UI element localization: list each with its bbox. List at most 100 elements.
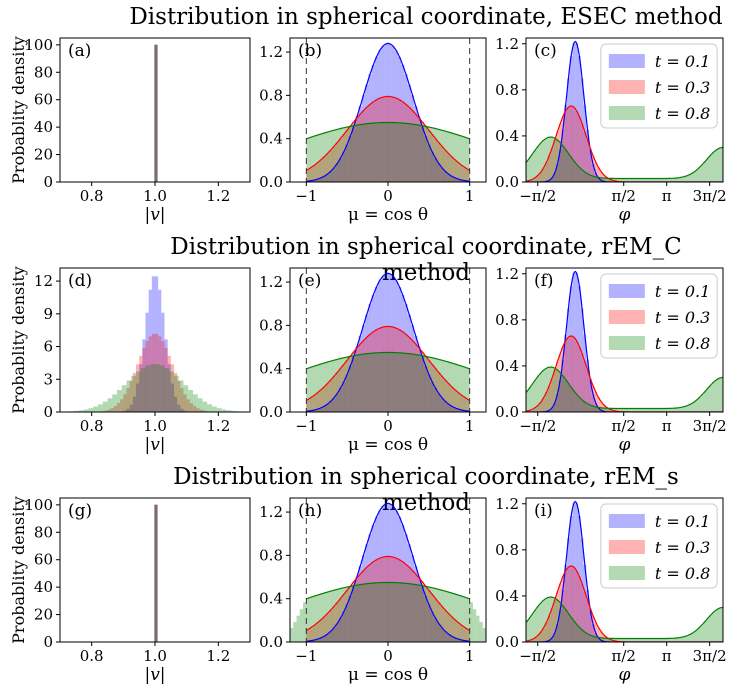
bar <box>151 333 155 412</box>
bar <box>463 640 467 642</box>
bar <box>547 137 551 182</box>
bar <box>306 368 310 412</box>
bar <box>414 124 418 182</box>
bar <box>558 142 562 182</box>
y-tick-label: 3 <box>43 370 53 388</box>
bar <box>588 378 592 412</box>
bar <box>388 43 392 182</box>
bar <box>575 43 578 182</box>
bar <box>150 364 155 412</box>
bar <box>358 336 362 412</box>
bar <box>629 178 633 182</box>
bar <box>368 583 372 642</box>
bar <box>575 340 578 412</box>
bar <box>161 341 165 412</box>
bar <box>145 312 149 412</box>
series-bars-3 <box>154 44 158 182</box>
bar <box>569 617 573 642</box>
bar <box>170 383 174 412</box>
bar <box>463 397 467 412</box>
y-tick-label: 1.2 <box>495 495 519 513</box>
bar <box>325 403 330 412</box>
bar <box>572 160 576 182</box>
bar <box>325 173 330 182</box>
bar <box>443 401 447 412</box>
bar <box>564 564 568 642</box>
bar <box>547 615 551 642</box>
bar <box>178 380 184 412</box>
x-tick-label: 0 <box>383 417 393 435</box>
bar <box>714 610 718 642</box>
bar <box>616 638 620 642</box>
bar <box>368 74 372 182</box>
x-tick-label: π <box>662 647 672 665</box>
bar <box>706 158 710 182</box>
bar <box>539 602 543 642</box>
bar <box>671 408 674 412</box>
bar <box>577 576 581 642</box>
bar <box>407 337 411 412</box>
bar <box>196 408 200 412</box>
bar <box>345 357 349 412</box>
bar <box>159 365 165 412</box>
legend-swatch <box>608 566 645 580</box>
bar <box>358 106 362 182</box>
bar <box>316 409 320 412</box>
bar <box>698 167 702 182</box>
bar <box>391 327 395 412</box>
bar <box>325 633 330 642</box>
bar <box>450 156 454 182</box>
curve-2 <box>306 325 470 401</box>
bar <box>591 176 595 182</box>
bar <box>561 129 565 182</box>
axes-frame <box>525 37 724 183</box>
bar <box>660 178 663 182</box>
bar <box>117 390 122 412</box>
bar <box>394 510 398 642</box>
bar <box>561 576 565 642</box>
bar <box>371 101 375 182</box>
legend-label: t = 0.3 <box>655 308 710 327</box>
panel-a: 0.8 1.0 1.2 0 20 40 60 80 100 |v| (a) <box>24 36 251 225</box>
bar <box>466 399 470 412</box>
bar <box>583 334 587 412</box>
bar <box>583 104 587 182</box>
bar <box>427 127 431 182</box>
bar <box>365 337 369 412</box>
bar <box>698 627 702 642</box>
bar <box>572 567 576 642</box>
bar <box>394 582 398 642</box>
bar <box>397 122 402 182</box>
bar <box>459 395 464 412</box>
bar <box>374 582 379 642</box>
bar <box>322 386 326 412</box>
bar <box>358 574 362 642</box>
bar <box>692 171 696 182</box>
bar <box>709 615 713 642</box>
bar <box>654 638 658 642</box>
bar <box>446 132 451 182</box>
curve-1 <box>526 500 723 642</box>
bar <box>580 78 584 182</box>
bar <box>463 137 467 182</box>
bar <box>605 408 609 412</box>
bar <box>698 397 702 412</box>
bar <box>325 362 330 412</box>
bar <box>174 372 178 412</box>
bar <box>335 623 339 642</box>
bar <box>322 636 326 642</box>
bar <box>401 101 405 182</box>
bar <box>676 407 680 412</box>
bar <box>322 156 326 182</box>
x-tick-label: −1 <box>295 187 317 205</box>
bar <box>312 165 317 182</box>
bar <box>332 167 336 182</box>
bar <box>569 565 573 642</box>
bar <box>335 589 339 642</box>
bar <box>679 637 682 642</box>
bar <box>577 116 581 182</box>
bar <box>564 110 568 182</box>
panel-label: (d) <box>68 271 92 291</box>
x-tick-label: π <box>662 417 672 435</box>
